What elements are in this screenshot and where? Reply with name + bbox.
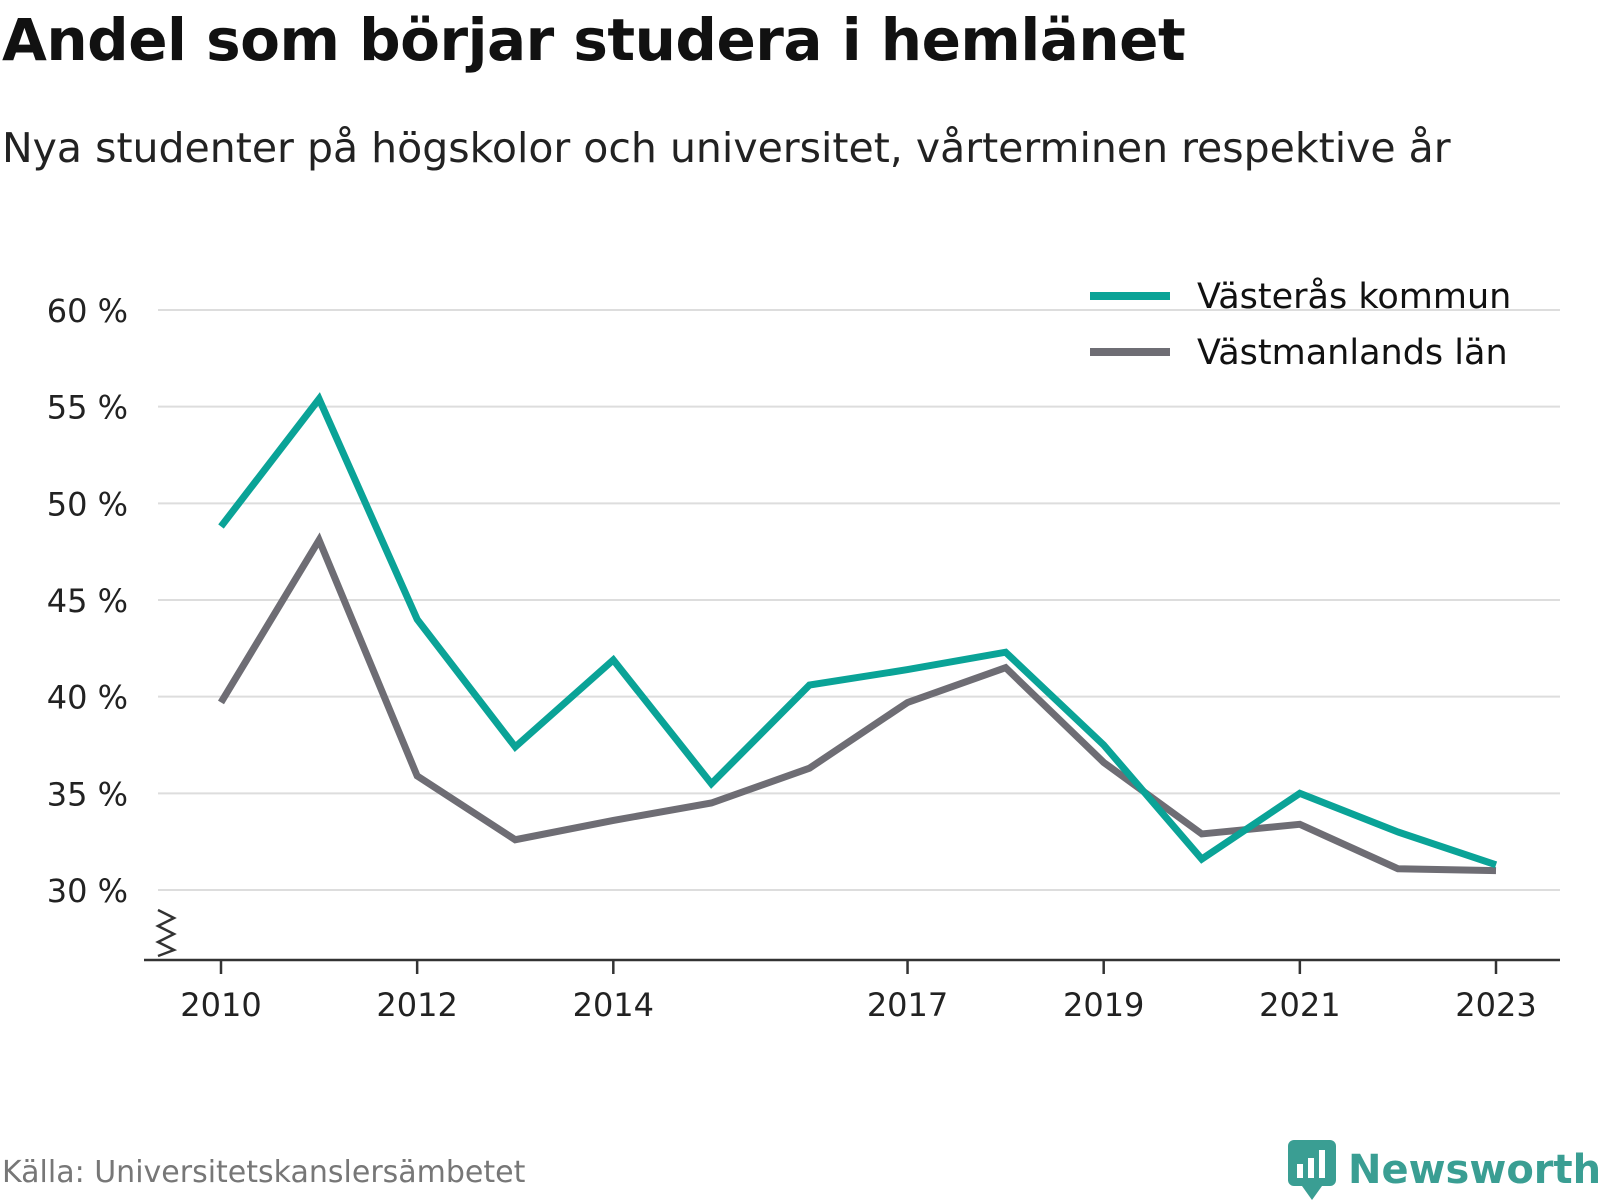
x-tick-label: 2012 bbox=[376, 986, 457, 1024]
series-line-2 bbox=[218, 532, 1497, 875]
y-tick-label: 55 % bbox=[47, 389, 128, 427]
y-tick-label: 45 % bbox=[47, 582, 128, 620]
grid-lines bbox=[158, 309, 1560, 891]
x-tick-label: 2021 bbox=[1259, 986, 1340, 1024]
x-tick-label: 2023 bbox=[1455, 986, 1536, 1024]
chart-title: Andel som börjar studera i hemlänet bbox=[2, 6, 1186, 74]
series-lines bbox=[218, 392, 1498, 875]
axis-break-icon bbox=[155, 908, 178, 958]
x-tick-label: 2014 bbox=[573, 986, 654, 1024]
x-tick-label: 2017 bbox=[867, 986, 948, 1024]
newsworthy-logo-icon bbox=[1288, 1140, 1336, 1200]
newsworthy-logo: Newsworthy bbox=[1288, 1140, 1600, 1200]
y-tick-label: 40 % bbox=[47, 679, 128, 717]
x-axis-labels: 2010 2012 2014 2017 2019 2021 2023 bbox=[180, 986, 1536, 1024]
y-tick-label: 60 % bbox=[47, 292, 128, 330]
legend-label: Västerås kommun bbox=[1197, 276, 1511, 317]
x-tick-label: 2010 bbox=[180, 986, 261, 1024]
y-tick-label: 35 % bbox=[47, 775, 128, 813]
brand-name: Newsworthy bbox=[1348, 1147, 1600, 1193]
source-note: Källa: Universitetskanslersämbetet bbox=[2, 1155, 526, 1190]
y-tick-label: 30 % bbox=[47, 872, 128, 910]
y-axis-labels: 30 % 35 % 40 % 45 % 50 % 55 % 60 % bbox=[47, 292, 128, 910]
x-axis bbox=[144, 908, 1560, 974]
x-tick-label: 2019 bbox=[1063, 986, 1144, 1024]
chart-subtitle: Nya studenter på högskolor och universit… bbox=[2, 124, 1451, 172]
legend: Västerås kommun Västmanlands län bbox=[1090, 276, 1511, 373]
y-tick-label: 50 % bbox=[47, 485, 128, 523]
series-line-1 bbox=[218, 392, 1498, 869]
legend-label: Västmanlands län bbox=[1197, 333, 1508, 373]
